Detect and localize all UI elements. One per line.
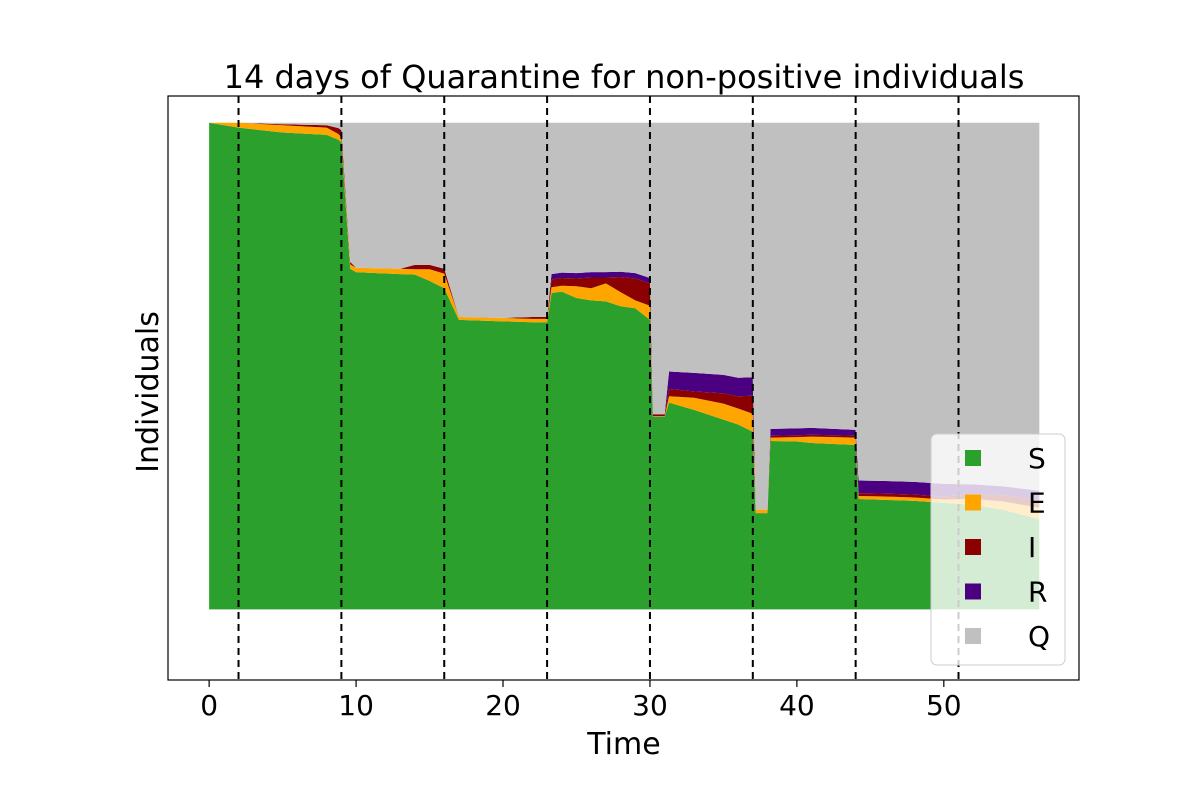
legend-label-E: E (1028, 487, 1046, 520)
x-axis-ticks: 0 10 20 30 40 50 (200, 680, 962, 722)
legend-marker-I (965, 539, 981, 555)
x-tick-label: 50 (926, 689, 962, 722)
legend-box (930, 433, 1066, 666)
x-axis-label: Time (586, 727, 660, 762)
x-tick-label: 0 (200, 689, 218, 722)
legend-marker-S (965, 450, 981, 466)
legend-marker-Q (965, 628, 981, 644)
x-tick-label: 30 (632, 689, 668, 722)
legend-label-I: I (1028, 531, 1036, 564)
x-tick-label: 10 (338, 689, 374, 722)
chart-title: 14 days of Quarantine for non-positive i… (224, 58, 1025, 96)
y-axis-label: Individuals (131, 311, 166, 473)
legend-label-S: S (1028, 442, 1046, 475)
x-tick-label: 40 (779, 689, 815, 722)
legend-label-Q: Q (1028, 620, 1050, 653)
legend-label-R: R (1028, 576, 1047, 609)
legend-marker-R (965, 583, 981, 600)
legend-marker-E (965, 494, 981, 511)
plot-area (209, 96, 1040, 680)
series-area-Q (209, 122, 1040, 510)
x-tick-label: 20 (485, 689, 521, 722)
axes-frame (167, 95, 1080, 681)
series-area-S (209, 122, 1040, 610)
